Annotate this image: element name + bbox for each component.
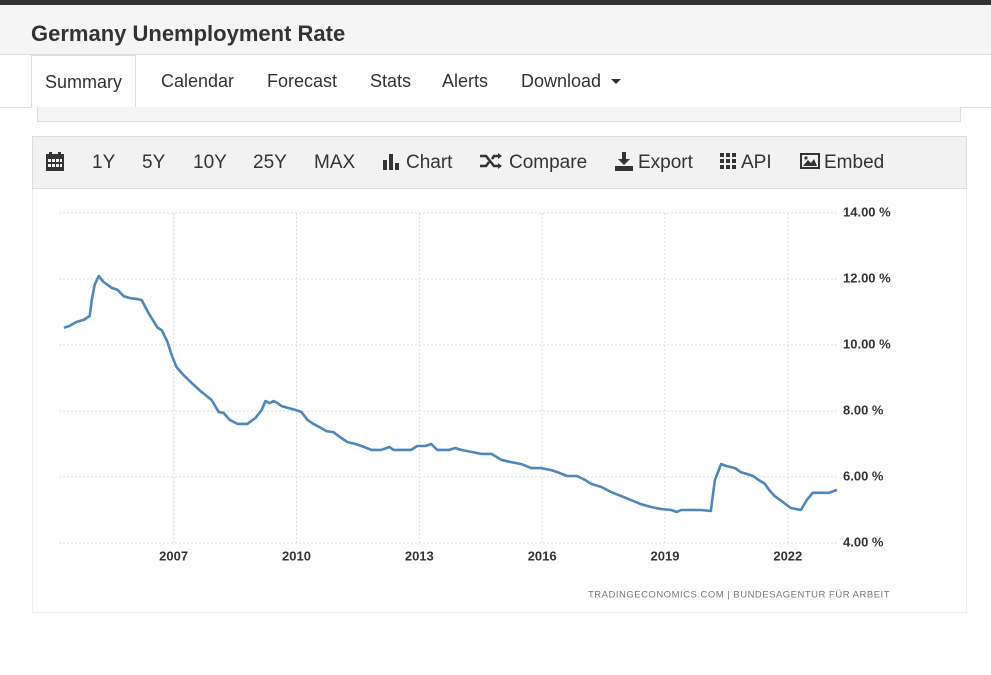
export-button[interactable]: Export xyxy=(638,152,693,173)
y-tick-label: 10.00 % xyxy=(843,336,891,351)
top-bar xyxy=(0,0,991,5)
embed-icon[interactable] xyxy=(800,153,820,169)
y-tick-label: 6.00 % xyxy=(843,468,884,483)
x-tick-label: 2007 xyxy=(159,548,188,563)
calendar-icon[interactable] xyxy=(46,152,64,171)
compare-button[interactable]: Compare xyxy=(509,152,588,173)
compare-icon[interactable] xyxy=(480,153,502,169)
y-tick-label: 12.00 % xyxy=(843,270,891,285)
tab[interactable]: Download xyxy=(521,71,602,91)
y-tick-label: 4.00 % xyxy=(843,534,884,549)
chart-panel: TRADINGECONOMICS.COM | BUNDESAGENTUR FÜR… xyxy=(32,189,967,613)
strip xyxy=(37,107,961,122)
source-note: TRADINGECONOMICS.COM | BUNDESAGENTUR FÜR… xyxy=(588,590,890,601)
y-tick-label: 14.00 % xyxy=(843,204,891,219)
tab[interactable]: Summary xyxy=(31,55,137,108)
tab[interactable]: Stats xyxy=(370,71,412,91)
x-tick-label: 2016 xyxy=(528,548,557,563)
range-button[interactable]: 25Y xyxy=(253,152,287,173)
header: Germany Unemployment Rate xyxy=(0,5,991,55)
tab[interactable]: Alerts xyxy=(442,71,489,91)
api-icon[interactable] xyxy=(720,153,737,170)
caret-icon xyxy=(611,79,621,84)
chart-button[interactable]: Chart xyxy=(406,152,453,173)
x-tick-label: 2010 xyxy=(282,548,311,563)
api-button[interactable]: API xyxy=(741,152,772,173)
page-title: Germany Unemployment Rate xyxy=(31,21,346,46)
tab-bar: Summary Calendar Forecast Stats Alerts D… xyxy=(0,55,991,108)
range-button[interactable]: MAX xyxy=(314,152,356,173)
toolbar: 1Y 5Y 10Y 25Y MAX Chart Compare Export A… xyxy=(32,136,967,189)
x-tick-label: 2013 xyxy=(405,548,434,563)
range-button[interactable]: 5Y xyxy=(142,152,166,173)
range-button[interactable]: 1Y xyxy=(92,152,116,173)
x-tick-label: 2019 xyxy=(651,548,680,563)
data-line xyxy=(63,274,838,514)
range-button[interactable]: 10Y xyxy=(193,152,227,173)
x-tick-label: 2022 xyxy=(773,548,802,563)
chart: TRADINGECONOMICS.COM | BUNDESAGENTUR FÜR… xyxy=(59,204,891,601)
y-tick-label: 8.00 % xyxy=(843,402,884,417)
tab[interactable]: Forecast xyxy=(267,71,338,91)
chart-icon[interactable] xyxy=(383,154,401,170)
tab[interactable]: Calendar xyxy=(161,71,235,91)
export-icon[interactable] xyxy=(615,152,633,171)
embed-button[interactable]: Embed xyxy=(824,152,885,173)
